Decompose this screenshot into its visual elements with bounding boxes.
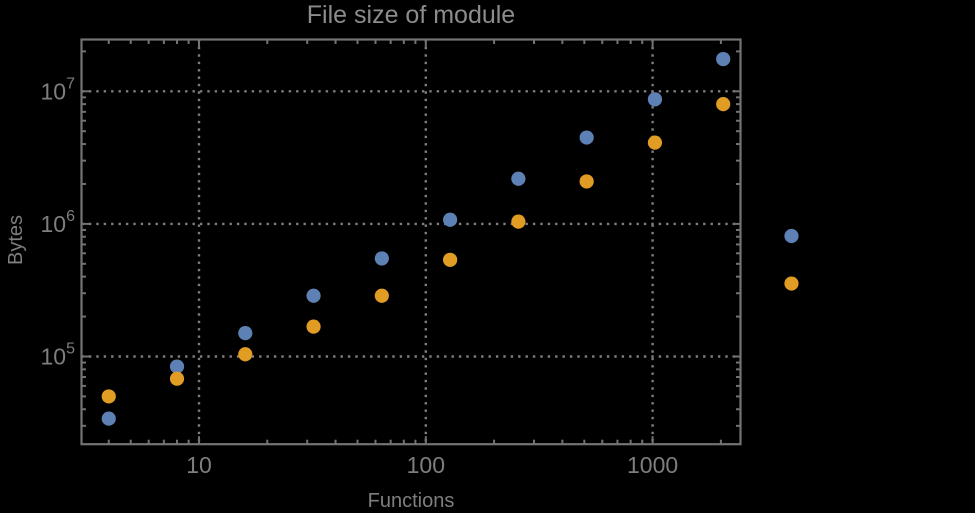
tick-labels: 10 100 1000 105 106 107 [41, 75, 679, 478]
plot-frame [80, 38, 742, 446]
data-point [716, 97, 731, 112]
data-point [784, 228, 799, 244]
data-point [647, 92, 663, 107]
data-point [238, 347, 253, 362]
data-point [169, 359, 185, 374]
x-tick-label: 100 [407, 452, 445, 478]
data-point [169, 371, 185, 386]
series-blue [101, 51, 799, 426]
data-point [306, 288, 321, 303]
x-tick-label: 1000 [627, 452, 678, 478]
y-tick-label: 105 [41, 341, 76, 370]
data-point [443, 212, 458, 227]
data-point [374, 288, 389, 303]
data-point [716, 51, 731, 67]
data-point [784, 276, 799, 291]
data-point [101, 389, 116, 404]
data-point [238, 326, 253, 341]
grid-lines [81, 39, 741, 445]
y-tick-label: 106 [41, 208, 76, 237]
data-point [647, 135, 663, 150]
series-orange [101, 97, 799, 404]
data-point [306, 319, 321, 334]
y-tick-label: 107 [41, 75, 76, 104]
data-point [511, 171, 526, 186]
data-point [579, 174, 594, 189]
x-axis-label: Functions [367, 490, 455, 512]
plot-title: File size of module [306, 1, 516, 29]
data-point [101, 411, 116, 426]
data-point [374, 251, 389, 266]
x-tick-label: 10 [186, 452, 212, 478]
data-point [579, 130, 594, 145]
data-point [443, 252, 458, 267]
data-point [511, 214, 526, 229]
axis-ticks [81, 39, 741, 445]
